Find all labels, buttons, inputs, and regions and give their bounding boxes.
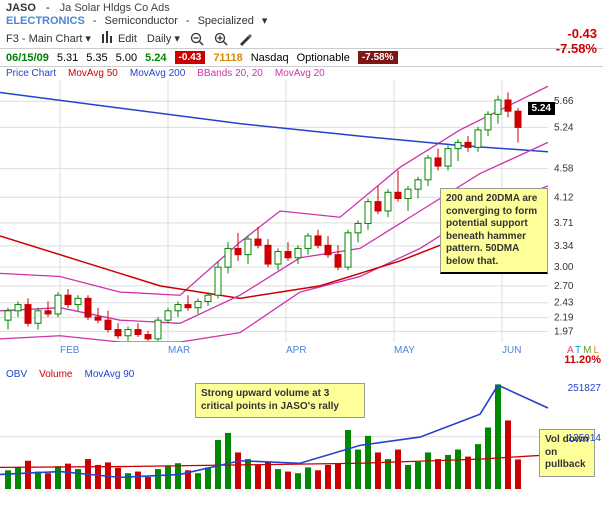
- svg-text:4.12: 4.12: [554, 192, 574, 203]
- legend-ma200: MovAvg 200: [130, 68, 185, 79]
- svg-text:5.24: 5.24: [554, 122, 574, 133]
- subsector-1: Semiconductor: [105, 15, 178, 27]
- change-badge: -0.43: [175, 51, 206, 64]
- company-name: Ja Solar Hldgs Co Ads: [60, 2, 170, 14]
- svg-text:2.19: 2.19: [554, 313, 574, 324]
- toolbar: F3 - Main Chart ▾ Edit Daily ▾: [0, 29, 603, 49]
- open-value: 5.31: [57, 52, 78, 64]
- vol-axis-1: 251827: [568, 383, 601, 394]
- price-pct: 11.20%: [564, 354, 601, 366]
- pct-badge: -7.58%: [358, 51, 398, 64]
- svg-text:4.58: 4.58: [554, 164, 574, 175]
- legend-volume: Volume: [39, 369, 72, 380]
- annotation-volume: Strong upward volume at 3 critical point…: [195, 383, 365, 418]
- zoom-in-button[interactable]: [214, 32, 228, 46]
- dropdown-icon: ▾: [85, 32, 91, 45]
- legend-ma20: MovAvg 20: [275, 68, 325, 79]
- dropdown-icon: ▾: [174, 32, 180, 45]
- month-apr: APR: [286, 345, 307, 356]
- month-feb: FEB: [60, 345, 79, 356]
- edit-button[interactable]: Edit: [101, 31, 137, 46]
- svg-text:3.71: 3.71: [554, 218, 574, 229]
- interval-label: Daily: [147, 33, 171, 45]
- optionable: Optionable: [297, 52, 350, 64]
- subsector-2: Specialized: [198, 15, 254, 27]
- close-value: 5.24: [145, 52, 166, 64]
- month-may: MAY: [394, 345, 415, 356]
- dropdown-icon[interactable]: ▾: [262, 14, 268, 27]
- volume-legend: OBV Volume MovAvg 90: [0, 368, 603, 381]
- main-chart-label: F3 - Main Chart: [6, 33, 82, 45]
- svg-text:5.66: 5.66: [554, 96, 574, 107]
- annotation-dma: 200 and 20DMA are converging to form pot…: [440, 188, 548, 274]
- low-value: 5.00: [116, 52, 137, 64]
- month-mar: MAR: [168, 345, 190, 356]
- bars-icon: [101, 31, 115, 46]
- change-abs: -0.43: [556, 26, 597, 41]
- svg-text:3.00: 3.00: [554, 262, 574, 273]
- svg-text:2.70: 2.70: [554, 281, 574, 292]
- market: Nasdaq: [251, 52, 289, 64]
- svg-text:1.97: 1.97: [554, 326, 574, 337]
- interval-button[interactable]: Daily ▾: [147, 32, 180, 45]
- draw-button[interactable]: [238, 32, 252, 46]
- ohlc-row: 06/15/09 5.31 5.35 5.00 5.24 -0.43 71118…: [0, 49, 603, 67]
- svg-text:3.34: 3.34: [554, 241, 574, 252]
- edit-label: Edit: [118, 33, 137, 45]
- main-chart-button[interactable]: F3 - Main Chart ▾: [6, 32, 91, 45]
- legend-ma90: MovAvg 90: [84, 369, 134, 380]
- zoom-out-button[interactable]: [190, 32, 204, 46]
- ticker-symbol: JASO: [6, 2, 36, 14]
- separator: -: [186, 15, 190, 27]
- date: 06/15/09: [6, 52, 49, 64]
- legend-price: Price Chart: [6, 68, 56, 79]
- change-pct: -7.58%: [556, 41, 597, 56]
- price-chart[interactable]: 5.665.244.584.123.713.343.002.702.432.19…: [0, 80, 603, 342]
- separator: -: [46, 2, 50, 14]
- legend-bbands: BBands 20, 20: [197, 68, 263, 79]
- separator: -: [93, 15, 97, 27]
- vol-axis-2: 125914: [568, 433, 601, 444]
- price-legend: Price Chart MovAvg 50 MovAvg 200 BBands …: [0, 67, 603, 80]
- month-axis: FEB MAR APR MAY JUN ATML 11.20%: [0, 342, 603, 356]
- header: JASO - Ja Solar Hldgs Co Ads ELECTRONICS…: [0, 0, 603, 29]
- month-jun: JUN: [502, 345, 521, 356]
- current-price-tag: 5.24: [528, 102, 555, 115]
- legend-ma50: MovAvg 50: [68, 68, 118, 79]
- volume-value: 71118: [213, 52, 242, 64]
- volume-chart[interactable]: Strong upward volume at 3 critical point…: [0, 381, 603, 489]
- change-display: -0.43 -7.58%: [556, 26, 597, 56]
- sector: ELECTRONICS: [6, 15, 85, 27]
- high-value: 5.35: [86, 52, 107, 64]
- legend-obv: OBV: [6, 369, 27, 380]
- svg-text:2.43: 2.43: [554, 298, 574, 309]
